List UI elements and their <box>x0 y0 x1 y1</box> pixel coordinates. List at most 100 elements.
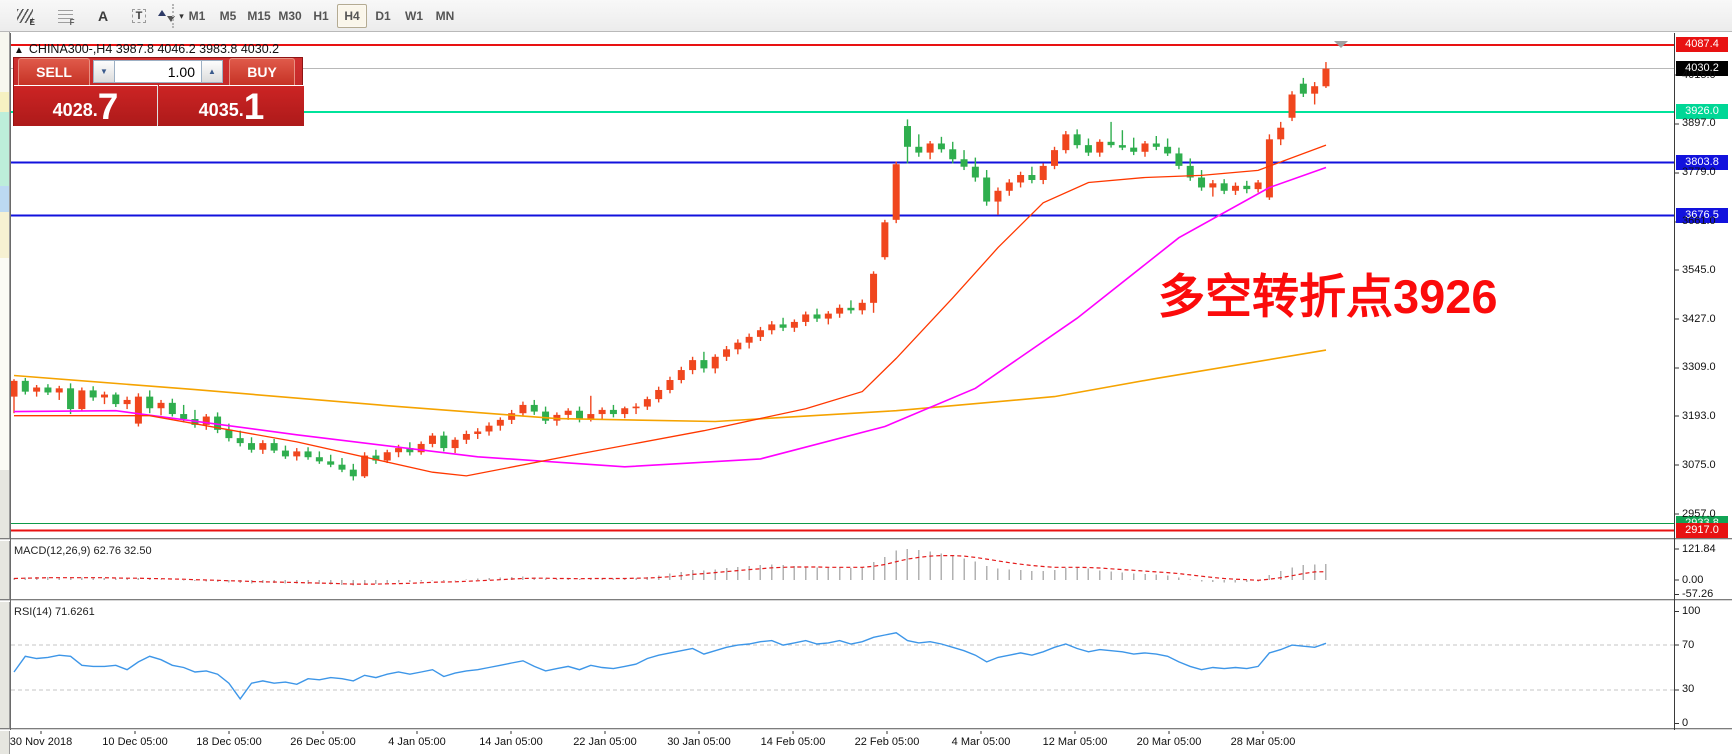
candle-body <box>1073 134 1081 146</box>
candle-body <box>824 313 832 319</box>
macd-scale-label: 0.00 <box>1682 573 1704 586</box>
candle-body <box>1118 145 1126 148</box>
top-toolbar: E F A T ▾ M1 M5 M15 M30 H1 H4 D1 W1 MN <box>0 0 1732 32</box>
rsi-scale-label: 100 <box>1682 605 1701 617</box>
buy-button[interactable]: BUY <box>229 58 295 85</box>
fibonacci-grid-icon[interactable]: F <box>50 4 80 28</box>
time-axis-label: 28 Mar 05:00 <box>1230 736 1296 748</box>
candle-body <box>168 402 176 415</box>
candle-body <box>666 380 674 390</box>
timeframe-mn-button[interactable]: MN <box>435 9 455 23</box>
sell-price-button[interactable]: 4028 . 7 <box>14 85 158 126</box>
candle-body <box>858 302 866 311</box>
text-label-icon[interactable]: A <box>97 8 109 24</box>
candle-body <box>745 336 753 343</box>
candle-body <box>960 159 968 167</box>
timeframe-m15-button[interactable]: M15 <box>247 9 271 23</box>
chart-window[interactable] <box>11 33 1732 754</box>
timeframe-h4-button[interactable]: H4 <box>337 4 367 28</box>
candle-body <box>564 410 572 415</box>
candle-body <box>259 443 267 450</box>
buy-price-main: 4035 <box>198 100 239 120</box>
candle-body <box>1062 134 1070 151</box>
candle-body <box>428 435 436 444</box>
chart-title-text: CHINA300-,H4 3987.8 4046.2 3983.8 4030.2 <box>28 42 280 56</box>
draw-crayon-icon[interactable]: E <box>10 4 40 28</box>
time-axis-label: 4 Mar 05:00 <box>951 736 1011 748</box>
timeframe-m30-button[interactable]: M30 <box>278 9 302 23</box>
arrows-tool-icon[interactable]: ▾ <box>154 4 188 28</box>
candle-body <box>632 406 640 409</box>
macd-scale-label: -57.26 <box>1682 588 1714 601</box>
candle-body <box>903 126 911 147</box>
rsi-pane-resizer[interactable] <box>0 599 1732 602</box>
candle-body <box>372 455 380 461</box>
macd-scale-label: 121.84 <box>1682 542 1716 555</box>
candle-body <box>1107 141 1115 146</box>
candle-body <box>214 416 222 430</box>
candle-body <box>134 396 142 424</box>
text-box-icon[interactable]: T <box>124 4 154 28</box>
candle-body <box>1164 146 1172 154</box>
timeframe-m5-button[interactable]: M5 <box>219 9 237 23</box>
spinner-up-icon: ▲ <box>208 67 216 76</box>
candle-body <box>1288 94 1296 118</box>
macd-pane-resizer[interactable] <box>0 538 1732 541</box>
timeframe-h1-button[interactable]: H1 <box>313 9 329 23</box>
market-watch-row <box>0 470 9 754</box>
sell-price-main: 4028 <box>52 100 93 120</box>
candle-body <box>677 370 685 381</box>
candle-body <box>971 166 979 178</box>
timeframe-m1-button[interactable]: M1 <box>188 9 206 23</box>
market-watch-row <box>0 258 9 470</box>
candle-body <box>270 443 278 451</box>
sell-button[interactable]: SELL <box>18 58 90 85</box>
volume-increase-button[interactable]: ▲ <box>201 60 223 83</box>
candle-body <box>496 419 504 426</box>
price-tick-label: 3309.0 <box>1682 361 1716 374</box>
buy-price-button[interactable]: 4035 . 1 <box>159 85 304 126</box>
time-axis-label: 22 Jan 05:00 <box>573 736 637 748</box>
candle-body <box>1322 68 1330 87</box>
candle-body <box>123 399 131 405</box>
candle-body <box>451 439 459 449</box>
chevron-down-icon: ▾ <box>179 10 184 21</box>
candle-body <box>892 164 900 220</box>
candle-body <box>293 451 301 457</box>
sell-price-pip: 7 <box>97 85 119 127</box>
candle-body <box>779 324 787 328</box>
timeframe-d1-button[interactable]: D1 <box>375 9 391 23</box>
candle-body <box>1130 147 1138 152</box>
crayon-glyph: E <box>17 9 35 27</box>
axis-ticks-layer <box>40 41 1679 734</box>
current-price-badge: 4030.2 <box>1676 61 1728 77</box>
candle-body <box>576 410 583 420</box>
candles-layer <box>10 62 1330 481</box>
candle-body <box>870 273 878 303</box>
candle-body <box>836 307 844 314</box>
time-axis-label: 22 Feb 05:00 <box>854 736 920 748</box>
candle-body <box>100 394 108 398</box>
candle-body <box>643 399 651 407</box>
timeframe-w1-button[interactable]: W1 <box>405 9 423 23</box>
candle-body <box>1005 182 1013 191</box>
collapse-arrow-icon[interactable]: ▲ <box>14 45 24 56</box>
time-axis-label: 30 Jan 05:00 <box>667 736 731 748</box>
candle-body <box>587 414 595 420</box>
candle-body <box>598 409 606 415</box>
rsi-scale-label: 30 <box>1682 683 1695 696</box>
candle-body <box>112 394 120 405</box>
candle-body <box>609 409 617 415</box>
candle-body <box>1186 165 1194 178</box>
volume-input[interactable] <box>115 60 201 83</box>
candle-body <box>1254 182 1262 190</box>
candle-body <box>519 404 527 414</box>
chart-title: ▲ CHINA300-,H4 3987.8 4046.2 3983.8 4030.… <box>14 42 279 56</box>
candle-body <box>1220 183 1228 191</box>
candle-body <box>338 464 346 470</box>
candle-body <box>1051 150 1059 166</box>
volume-decrease-button[interactable]: ▼ <box>93 60 115 83</box>
rsi-line <box>13 632 1327 701</box>
chart-annotation-text: 多空转折点3926 <box>1158 270 1498 323</box>
